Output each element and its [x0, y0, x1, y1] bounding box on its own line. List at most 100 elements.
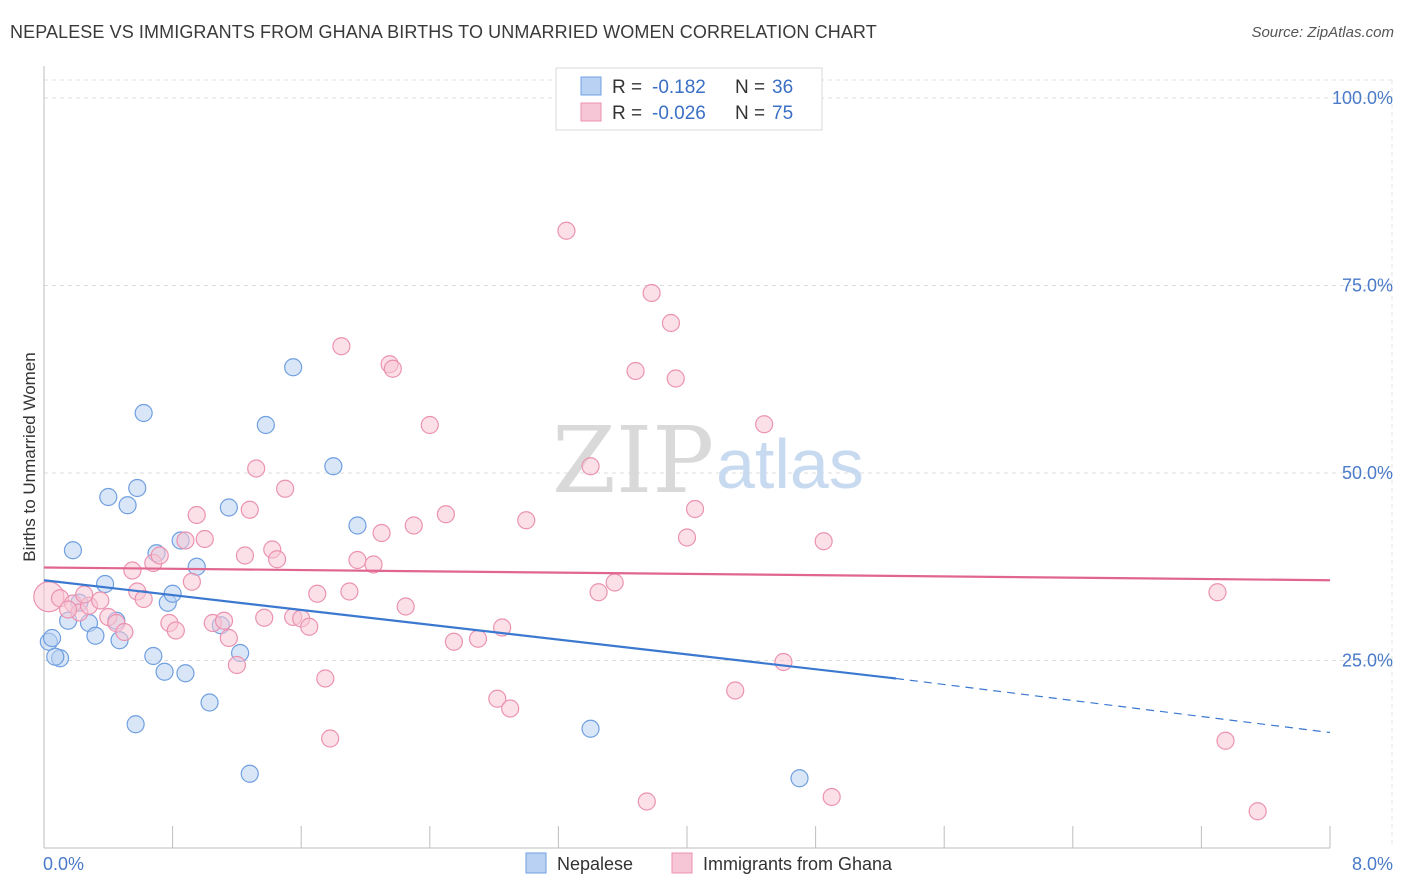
ghana-point: [150, 546, 169, 565]
ghana-point: [91, 591, 110, 610]
nepalese-point: [187, 557, 206, 576]
ghana-point: [372, 523, 391, 543]
ghana-point: [589, 583, 608, 602]
ghana-point: [557, 221, 576, 240]
trend-lines: [43, 566, 1331, 734]
ghana-point: [316, 669, 335, 688]
ghana-point: [404, 516, 423, 535]
ghana-point: [176, 531, 195, 550]
y-tick-label: 75.0%: [1342, 276, 1393, 296]
ghana-point: [774, 652, 793, 672]
ghana-point: [468, 629, 488, 648]
nepalese-point: [126, 715, 145, 734]
nepalese-point: [200, 693, 219, 712]
ghana-point: [348, 550, 367, 570]
ghana-point: [134, 589, 153, 609]
nepalese-point: [118, 496, 137, 515]
ghana-point: [187, 505, 206, 525]
nepalese-point: [95, 574, 115, 594]
data-points: [33, 221, 1267, 821]
legend-swatch-ghana: [580, 102, 602, 122]
ghana-point: [488, 689, 507, 708]
ghana-point: [255, 608, 274, 627]
nepalese-point: [144, 646, 163, 666]
ghana-point: [227, 655, 246, 675]
ghana-point: [276, 479, 295, 498]
ghana-point: [1216, 731, 1235, 750]
ghana-point: [677, 528, 697, 547]
ghana-point: [501, 699, 520, 718]
ghana-point: [383, 359, 402, 378]
nepalese-trend-extension: [895, 677, 1331, 734]
nepalese-point: [42, 628, 62, 648]
ghana-point: [626, 361, 645, 381]
y-axis-label: Births to Unmarried Women: [20, 352, 39, 561]
bottom-legend-label-nepalese: Nepalese: [557, 854, 633, 874]
ghana-point: [214, 611, 234, 630]
bottom-legend-label-ghana: Immigrants from Ghana: [703, 854, 893, 874]
bottom-legend: Nepalese Immigrants from Ghana: [525, 852, 893, 874]
ghana-point: [267, 550, 287, 569]
ghana-point: [581, 457, 600, 476]
ghana-point: [300, 617, 319, 636]
source-label: Source: ZipAtlas.com: [1251, 24, 1394, 41]
legend-n-value: 75: [772, 103, 793, 124]
ghana-point: [605, 573, 624, 592]
nepalese-trend-line: [43, 579, 897, 680]
legend-r-value: -0.182: [652, 77, 706, 98]
legend-n-label: N =: [735, 103, 765, 124]
y-tick-label: 50.0%: [1342, 463, 1393, 483]
ghana-point: [755, 415, 774, 434]
grid: [44, 79, 1393, 848]
ghana-point: [240, 500, 259, 519]
ghana-point: [364, 555, 383, 574]
nepalese-point: [128, 478, 147, 498]
nepalese-point: [219, 498, 238, 517]
ghana-point: [59, 600, 78, 619]
nepalese-point: [46, 647, 65, 666]
ghana-point: [637, 792, 656, 811]
nepalese-point: [176, 664, 195, 683]
ghana-point: [308, 584, 327, 603]
x-tick-label: 8.0%: [1352, 854, 1393, 874]
legend-swatch-nepalese: [580, 76, 602, 96]
legend-r-label: R =: [612, 77, 642, 98]
nepalese-point: [324, 457, 343, 476]
nepalese-point: [284, 358, 303, 377]
x-tick-label: 0.0%: [43, 854, 84, 874]
nepalese-point: [155, 662, 174, 681]
ghana-point: [219, 628, 238, 648]
nepalese-point: [63, 541, 83, 560]
ghana-point: [396, 597, 415, 616]
ghana-point: [75, 585, 94, 604]
legend-r-label: R =: [612, 103, 642, 124]
ghana-point: [726, 681, 745, 700]
legend-r-value: -0.026: [652, 103, 706, 124]
watermark-zip: ZIP: [552, 407, 714, 514]
ghana-point: [332, 337, 351, 356]
legend-n-label: N =: [735, 77, 765, 98]
bottom-legend-swatch-nepalese: [525, 852, 547, 874]
ghana-point: [182, 572, 201, 591]
tick-labels: 25.0% 50.0% 75.0% 100.0% 0.0% 8.0%: [43, 88, 1393, 874]
ghana-point: [321, 729, 340, 748]
ghana-point: [685, 499, 705, 519]
ghana-point: [420, 415, 439, 435]
ghana-point: [1208, 583, 1227, 602]
legend-n-value: 36: [772, 77, 793, 98]
nepalese-point: [86, 626, 105, 645]
axes: [43, 66, 1331, 849]
ghana-trend-line: [43, 566, 1331, 582]
ghana-point: [235, 546, 255, 565]
ghana-point: [247, 459, 266, 478]
nepalese-point: [240, 764, 259, 783]
ghana-point: [195, 529, 214, 549]
nepalese-point: [134, 403, 153, 423]
nepalese-point: [348, 516, 367, 535]
ghana-point: [814, 532, 833, 551]
nepalese-point: [256, 415, 275, 435]
nepalese-point: [790, 769, 809, 788]
ghana-point: [123, 561, 142, 580]
ghana-point: [822, 787, 841, 807]
ghana-point: [666, 369, 685, 388]
